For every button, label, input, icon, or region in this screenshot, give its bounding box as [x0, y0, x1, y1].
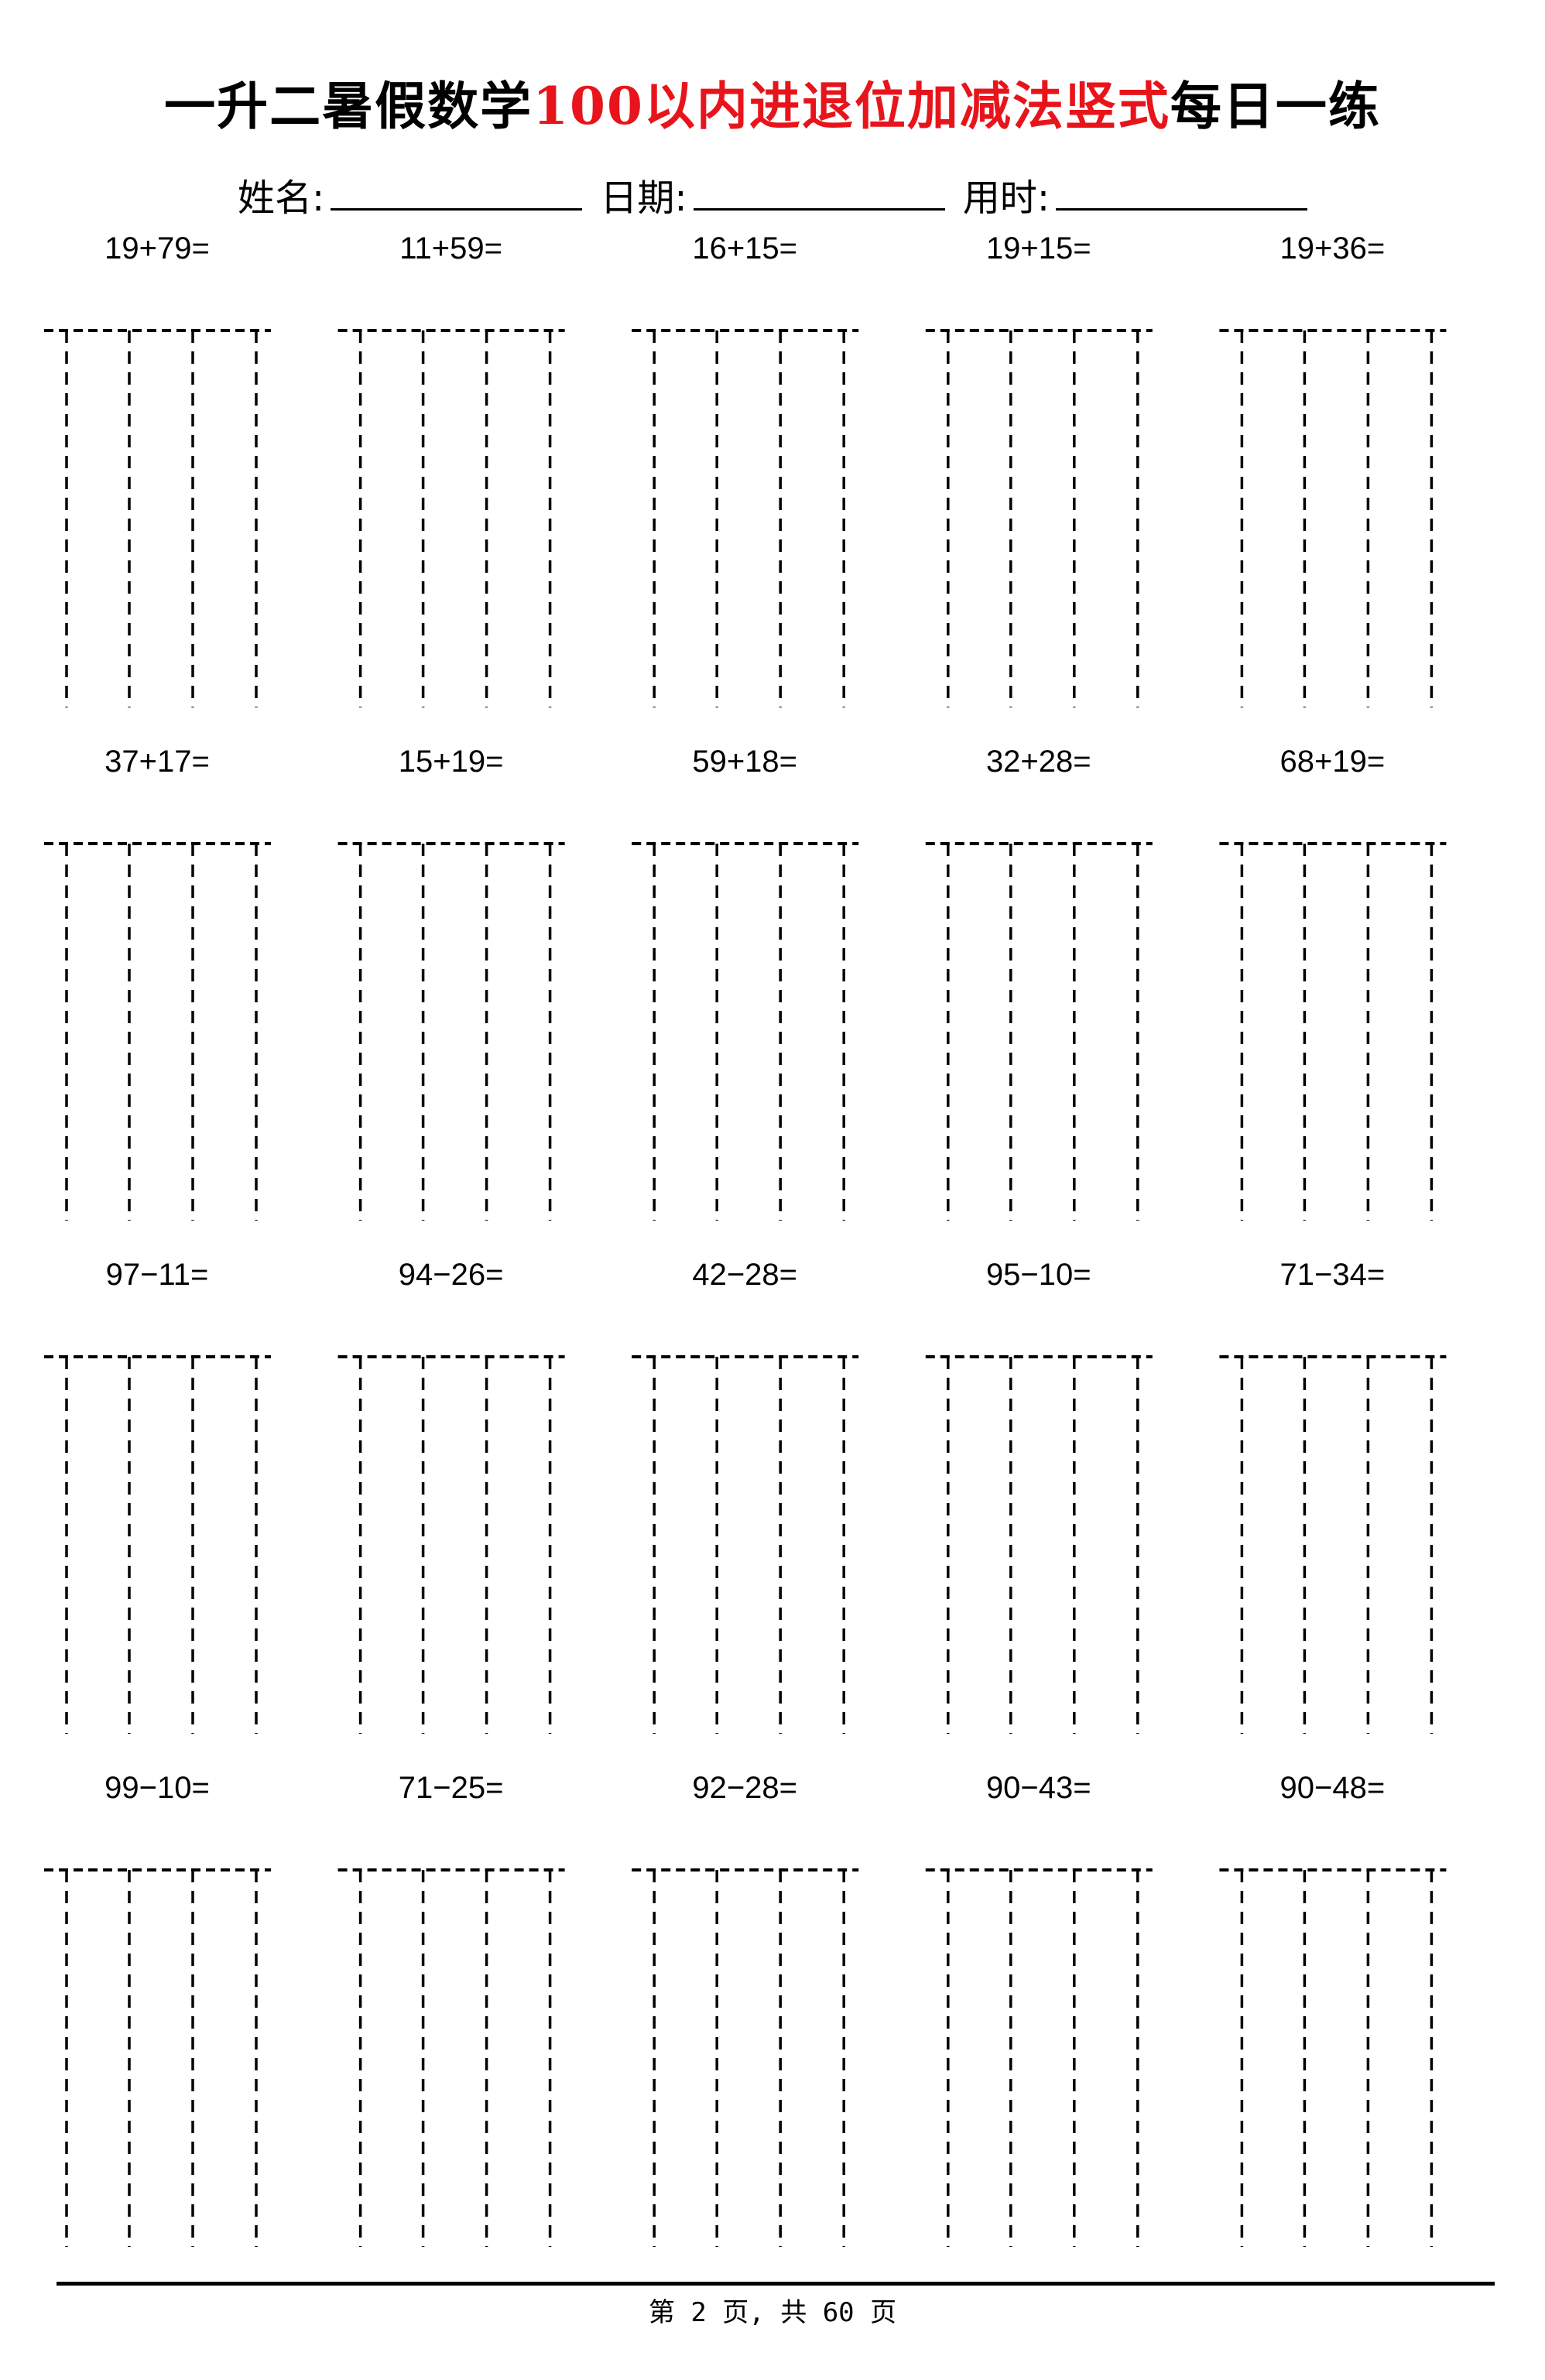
answer-grid[interactable]: [44, 329, 271, 707]
answer-grid[interactable]: [337, 842, 565, 1221]
answer-grid[interactable]: [925, 329, 1153, 707]
student-info-line: 姓名: 日期: 用时:: [0, 167, 1545, 221]
answer-grid[interactable]: [44, 1355, 271, 1734]
time-label: 用时:: [962, 176, 1050, 220]
problem-label: 94−26=: [398, 1258, 504, 1292]
answer-grid[interactable]: [632, 1355, 859, 1734]
page-number: 第 2 页, 共 60 页: [648, 2297, 897, 2328]
problem-label: 71−34=: [1280, 1258, 1386, 1292]
answer-grid[interactable]: [925, 1355, 1153, 1734]
answer-grid[interactable]: [44, 842, 271, 1221]
problem-label: 59+18=: [692, 745, 798, 779]
problem-label: 90−48=: [1280, 1771, 1386, 1805]
answer-grid[interactable]: [337, 1355, 565, 1734]
answer-grid[interactable]: [632, 842, 859, 1221]
problem-label: 92−28=: [692, 1771, 798, 1805]
problem-label: 19+79=: [104, 231, 210, 265]
footer-rule: [57, 2282, 1495, 2286]
answer-grid[interactable]: [632, 329, 859, 707]
answer-grid[interactable]: [632, 1868, 859, 2247]
problem-label: 16+15=: [692, 231, 798, 265]
answer-grid[interactable]: [925, 842, 1153, 1221]
answer-grid[interactable]: [1219, 1355, 1447, 1734]
name-label: 姓名:: [237, 176, 325, 220]
time-blank[interactable]: [1056, 177, 1308, 211]
problem-label: 95−10=: [985, 1258, 1091, 1292]
problem-label: 37+17=: [104, 745, 210, 779]
title-prefix: 一升二暑假数学: [164, 76, 533, 136]
problem-label: 15+19=: [398, 745, 504, 779]
problem-label: 19+15=: [985, 231, 1091, 265]
answer-grid[interactable]: [337, 329, 565, 707]
problem-label: 90−43=: [985, 1771, 1091, 1805]
answer-grid[interactable]: [1219, 842, 1447, 1221]
title-highlight: 100以内进退位加减法竖式: [533, 76, 1170, 136]
problem-label: 11+59=: [399, 231, 502, 265]
problem-label: 68+19=: [1280, 745, 1386, 779]
answer-grid[interactable]: [1219, 1868, 1447, 2247]
problem-label: 32+28=: [985, 745, 1091, 779]
problem-label: 99−10=: [104, 1771, 210, 1805]
page-title: 一升二暑假数学100以内进退位加减法竖式每日一练: [0, 65, 1545, 139]
problem-label: 19+36=: [1280, 231, 1386, 265]
name-blank[interactable]: [331, 177, 583, 211]
problem-label: 42−28=: [692, 1258, 798, 1292]
date-blank[interactable]: [693, 177, 945, 211]
answer-grid[interactable]: [925, 1868, 1153, 2247]
problem-label: 97−11=: [105, 1258, 209, 1292]
date-label: 日期:: [600, 176, 687, 220]
title-suffix: 每日一练: [1170, 76, 1381, 136]
answer-grid[interactable]: [44, 1868, 271, 2247]
answer-grid[interactable]: [337, 1868, 565, 2247]
answer-grid[interactable]: [1219, 329, 1447, 707]
problem-label: 71−25=: [398, 1771, 504, 1805]
